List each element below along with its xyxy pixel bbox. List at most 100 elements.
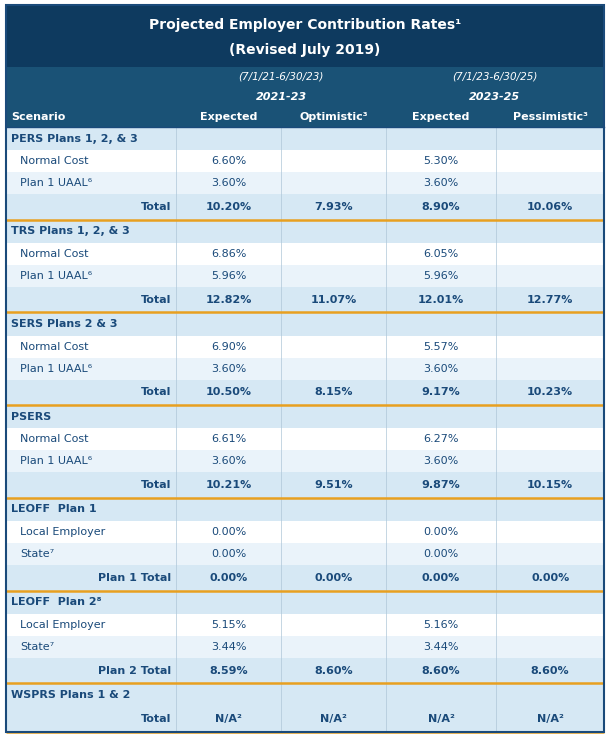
Text: 3.60%: 3.60% (423, 456, 459, 467)
Text: 3.60%: 3.60% (211, 178, 246, 188)
Text: 8.60%: 8.60% (422, 666, 461, 676)
Text: PERS Plans 1, 2, & 3: PERS Plans 1, 2, & 3 (11, 133, 138, 144)
Text: Local Employer: Local Employer (20, 620, 106, 630)
Text: Expected: Expected (200, 112, 257, 122)
Bar (6, 67, 604, 127)
Text: Expected: Expected (412, 112, 470, 122)
Text: LEOFF  Plan 2⁸: LEOFF Plan 2⁸ (11, 597, 102, 607)
Bar (6, 498, 604, 521)
Text: N/A²: N/A² (537, 714, 564, 724)
Text: 10.50%: 10.50% (206, 388, 252, 397)
Text: 6.27%: 6.27% (423, 434, 459, 444)
Text: 2023-25: 2023-25 (469, 91, 520, 102)
Text: 0.00%: 0.00% (423, 549, 459, 559)
Bar (6, 265, 604, 287)
Text: 5.96%: 5.96% (211, 271, 246, 281)
Text: 3.44%: 3.44% (211, 642, 246, 652)
Bar (6, 380, 604, 405)
Text: Normal Cost: Normal Cost (20, 249, 88, 259)
Text: 10.06%: 10.06% (527, 202, 573, 212)
Bar (6, 220, 604, 243)
Bar (6, 357, 604, 380)
Text: Total: Total (141, 202, 171, 212)
Text: 3.60%: 3.60% (423, 178, 459, 188)
Bar (6, 472, 604, 498)
Bar (6, 428, 604, 450)
Bar (6, 707, 604, 732)
Bar (6, 243, 604, 265)
Bar (6, 172, 604, 195)
Text: Plan 1 UAAL⁶: Plan 1 UAAL⁶ (20, 363, 92, 374)
Text: N/A²: N/A² (320, 714, 347, 724)
Text: Plan 1 Total: Plan 1 Total (98, 573, 171, 583)
Text: WSPRS Plans 1 & 2: WSPRS Plans 1 & 2 (11, 690, 131, 700)
Text: 0.00%: 0.00% (211, 549, 246, 559)
Text: 12.01%: 12.01% (418, 295, 464, 304)
Text: 10.21%: 10.21% (206, 480, 252, 490)
Bar (6, 636, 604, 658)
Text: Total: Total (141, 480, 171, 490)
Text: 11.07%: 11.07% (310, 295, 356, 304)
Text: Plan 1 UAAL⁶: Plan 1 UAAL⁶ (20, 271, 92, 281)
Text: Total: Total (141, 295, 171, 304)
Text: 8.59%: 8.59% (209, 666, 248, 676)
Text: (Revised July 2019): (Revised July 2019) (229, 43, 381, 57)
Bar (6, 683, 604, 707)
Text: 3.60%: 3.60% (211, 456, 246, 467)
Text: 7.93%: 7.93% (314, 202, 353, 212)
Text: (7/1/23-6/30/25): (7/1/23-6/30/25) (452, 72, 537, 82)
Text: 10.23%: 10.23% (527, 388, 573, 397)
Text: 6.60%: 6.60% (211, 156, 246, 166)
Bar (6, 543, 604, 565)
Text: 9.51%: 9.51% (314, 480, 353, 490)
Bar (6, 5, 604, 67)
Text: 5.15%: 5.15% (211, 620, 246, 630)
Text: N/A²: N/A² (215, 714, 242, 724)
Text: 9.87%: 9.87% (422, 480, 461, 490)
Text: 3.60%: 3.60% (423, 363, 459, 374)
Bar (6, 658, 604, 683)
Text: 0.00%: 0.00% (531, 573, 569, 583)
Text: TRS Plans 1, 2, & 3: TRS Plans 1, 2, & 3 (11, 226, 130, 237)
Text: Plan 1 UAAL⁶: Plan 1 UAAL⁶ (20, 456, 92, 467)
Text: SERS Plans 2 & 3: SERS Plans 2 & 3 (11, 319, 118, 329)
Text: 0.00%: 0.00% (422, 573, 460, 583)
Text: Plan 2 Total: Plan 2 Total (98, 666, 171, 676)
Text: 3.44%: 3.44% (423, 642, 459, 652)
Text: Plan 1 UAAL⁶: Plan 1 UAAL⁶ (20, 178, 92, 188)
Text: 0.00%: 0.00% (423, 527, 459, 537)
Bar (6, 287, 604, 312)
Bar (6, 195, 604, 220)
Bar (6, 450, 604, 472)
Text: 12.82%: 12.82% (206, 295, 252, 304)
Text: 8.15%: 8.15% (314, 388, 353, 397)
Text: 0.00%: 0.00% (210, 573, 248, 583)
Text: LEOFF  Plan 1: LEOFF Plan 1 (11, 504, 96, 514)
Bar (6, 614, 604, 636)
Text: Normal Cost: Normal Cost (20, 434, 88, 444)
Text: 6.05%: 6.05% (423, 249, 459, 259)
Text: State⁷: State⁷ (20, 549, 54, 559)
Text: 2021-23: 2021-23 (256, 91, 307, 102)
Bar (6, 312, 604, 335)
Text: State⁷: State⁷ (20, 642, 54, 652)
Text: 5.96%: 5.96% (423, 271, 459, 281)
Bar (6, 127, 604, 150)
Bar (6, 590, 604, 614)
Text: 12.77%: 12.77% (527, 295, 573, 304)
Text: Total: Total (141, 714, 171, 724)
Text: 8.90%: 8.90% (422, 202, 461, 212)
Text: Projected Employer Contribution Rates¹: Projected Employer Contribution Rates¹ (149, 18, 461, 32)
Text: Normal Cost: Normal Cost (20, 156, 88, 166)
Text: Pessimistic³: Pessimistic³ (512, 112, 587, 122)
Text: 10.20%: 10.20% (206, 202, 252, 212)
Text: 6.90%: 6.90% (211, 342, 246, 352)
Text: Optimistic³: Optimistic³ (299, 112, 368, 122)
Text: Normal Cost: Normal Cost (20, 342, 88, 352)
Text: Total: Total (141, 388, 171, 397)
Text: Local Employer: Local Employer (20, 527, 106, 537)
Text: 6.61%: 6.61% (211, 434, 246, 444)
Text: N/A²: N/A² (428, 714, 454, 724)
Text: 3.60%: 3.60% (211, 363, 246, 374)
Text: 9.17%: 9.17% (422, 388, 461, 397)
